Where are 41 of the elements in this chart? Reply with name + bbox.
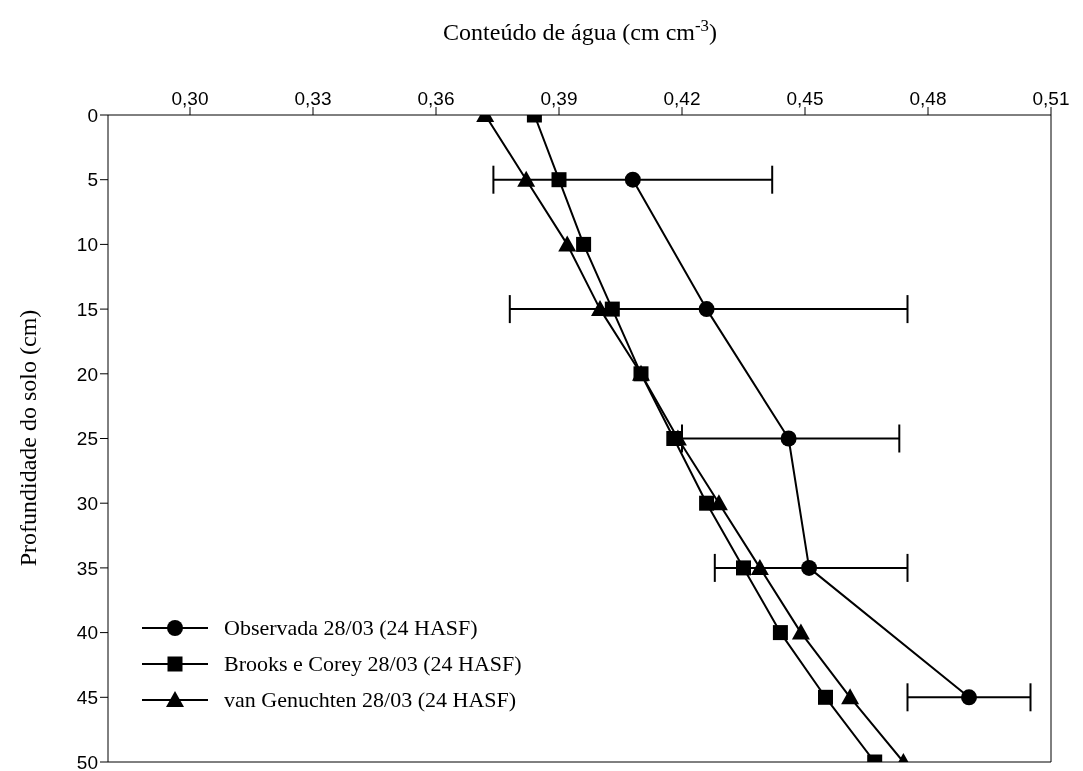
y-tick-label: 30 bbox=[76, 492, 98, 514]
legend-label: Observada 28/03 (24 HASF) bbox=[224, 615, 478, 641]
x-tick-label: 0,30 bbox=[171, 88, 209, 109]
point bbox=[791, 623, 810, 640]
point bbox=[818, 689, 833, 705]
point bbox=[576, 236, 592, 252]
y-tick-label: 35 bbox=[76, 557, 98, 579]
point bbox=[801, 559, 818, 576]
legend-label: van Genuchten 28/03 (24 HASF) bbox=[224, 687, 517, 713]
point bbox=[517, 170, 536, 187]
y-tick-label: 50 bbox=[76, 751, 98, 771]
y-tick-label: 10 bbox=[76, 234, 98, 256]
y-tick-label: 0 bbox=[87, 104, 98, 126]
point bbox=[551, 172, 567, 188]
y-tick-label: 5 bbox=[87, 169, 98, 191]
y-tick-label: 15 bbox=[76, 298, 98, 320]
point bbox=[961, 689, 977, 706]
y-axis-title: Profundidade do solo (cm) bbox=[15, 309, 41, 567]
y-tick-label: 45 bbox=[76, 687, 98, 709]
x-tick-label: 0,42 bbox=[663, 88, 701, 109]
y-tick-label: 25 bbox=[76, 428, 98, 450]
legend-label: Brooks e Corey 28/03 (24 HASF) bbox=[224, 651, 522, 677]
x-tick-label: 0,39 bbox=[540, 88, 578, 109]
x-tick-label: 0,45 bbox=[786, 88, 824, 109]
point bbox=[558, 235, 577, 252]
x-tick-label: 0,51 bbox=[1032, 88, 1070, 109]
chart-title: Conteúdo de água (cm cm$^{-3}$) bbox=[443, 15, 717, 45]
y-tick-label: 40 bbox=[76, 622, 98, 644]
x-tick-label: 0,33 bbox=[294, 88, 332, 109]
point bbox=[604, 301, 620, 317]
point bbox=[841, 688, 860, 705]
x-tick-label: 0,48 bbox=[909, 88, 947, 109]
point bbox=[624, 171, 641, 188]
point bbox=[699, 495, 715, 511]
x-tick-label: 0,36 bbox=[417, 88, 455, 109]
y-tick-label: 20 bbox=[76, 363, 98, 385]
point bbox=[772, 625, 788, 641]
point bbox=[698, 301, 715, 318]
point bbox=[736, 560, 751, 576]
point bbox=[750, 558, 769, 575]
point bbox=[780, 430, 797, 447]
